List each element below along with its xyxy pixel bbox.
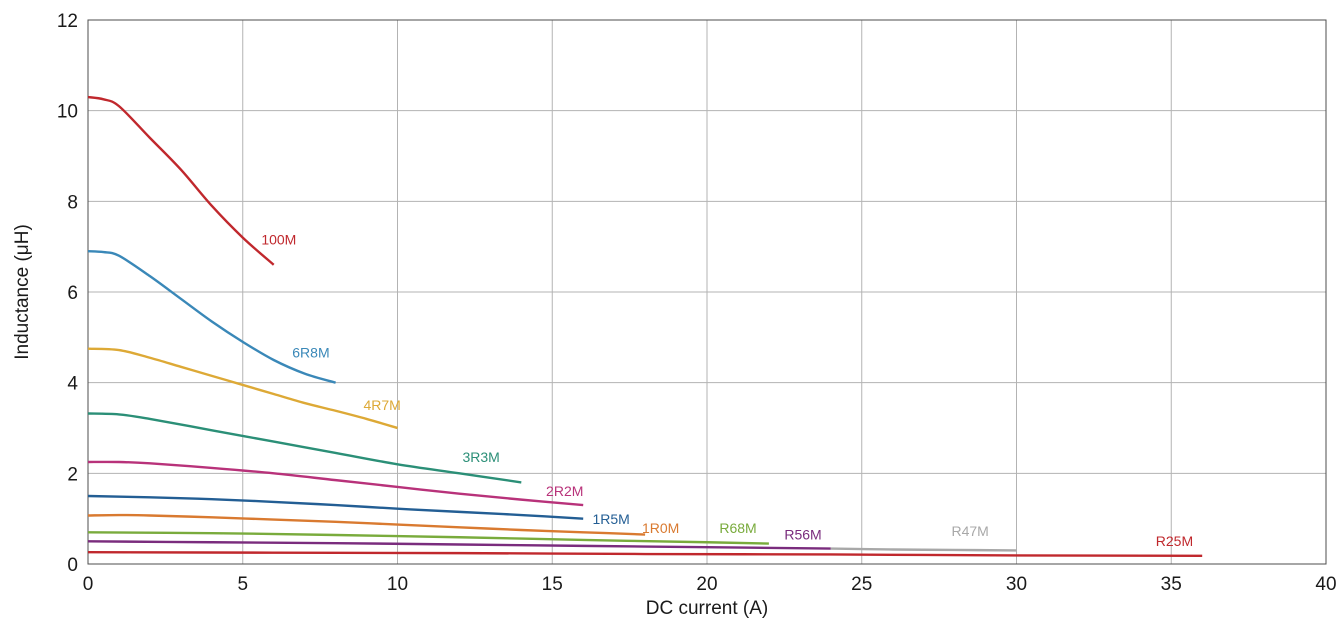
x-tick-label-4: 20 [696, 574, 717, 595]
series-label-3r3m: 3R3M [462, 449, 499, 465]
series-lines [87, 95, 1203, 558]
x-tick-label-0: 0 [83, 574, 94, 595]
series-label-r68m: R68M [719, 520, 756, 536]
series-label-1r0m: 1R0M [642, 520, 679, 536]
x-tick-label-1: 5 [237, 574, 248, 595]
y-tick-label-2: 4 [67, 374, 78, 395]
series-line-100m [87, 95, 275, 266]
x-tick-label-2: 10 [387, 574, 408, 595]
series-line-3r3m [87, 412, 522, 484]
y-tick-label-0: 0 [67, 555, 78, 576]
tick-labels: 0 5 10 15 20 25 30 35 40 0 2 4 6 8 10 12 [57, 11, 1337, 595]
y-tick-label-5: 10 [57, 102, 78, 123]
series-label-r56m: R56M [784, 527, 821, 543]
series-line-r25m [87, 551, 1203, 558]
series-label-1r5m: 1R5M [592, 511, 629, 527]
series-label-2r2m: 2R2M [546, 483, 583, 499]
series-line-2r2m [87, 460, 584, 507]
series-label-6r8m: 6R8M [292, 345, 329, 361]
x-tick-label-7: 35 [1161, 574, 1182, 595]
x-tick-label-5: 25 [851, 574, 872, 595]
series-line-1r0m [87, 513, 646, 536]
y-tick-label-1: 2 [67, 464, 78, 485]
grid [87, 19, 1327, 565]
y-axis-title: Inductance (μH) [12, 224, 33, 360]
series-line-1r5m [87, 494, 584, 520]
x-tick-label-6: 30 [1006, 574, 1027, 595]
series-labels: 100M 6R8M 4R7M 3R3M 2R2M 1R5M 1R0M R68M R56M R47M… [261, 231, 1193, 548]
series-label-r25m: R25M [1156, 533, 1193, 549]
y-tick-label-3: 6 [67, 283, 78, 304]
series-label-100m: 100M [261, 231, 296, 247]
x-tick-label-3: 15 [542, 574, 563, 595]
plot-frame [87, 19, 1327, 565]
series-line-6r8m [87, 250, 336, 384]
series-label-r47m: R47M [952, 523, 989, 539]
series-line-r47m [830, 547, 1017, 552]
series-line-4r7m [87, 347, 398, 430]
series-line-r56m [87, 540, 831, 550]
y-tick-label-4: 8 [67, 192, 78, 213]
x-tick-label-8: 40 [1315, 574, 1336, 595]
x-axis-title: DC current (A) [646, 598, 768, 619]
series-line-r68m [87, 531, 769, 545]
y-tick-label-6: 12 [57, 11, 78, 32]
series-label-4r7m: 4R7M [363, 397, 400, 413]
